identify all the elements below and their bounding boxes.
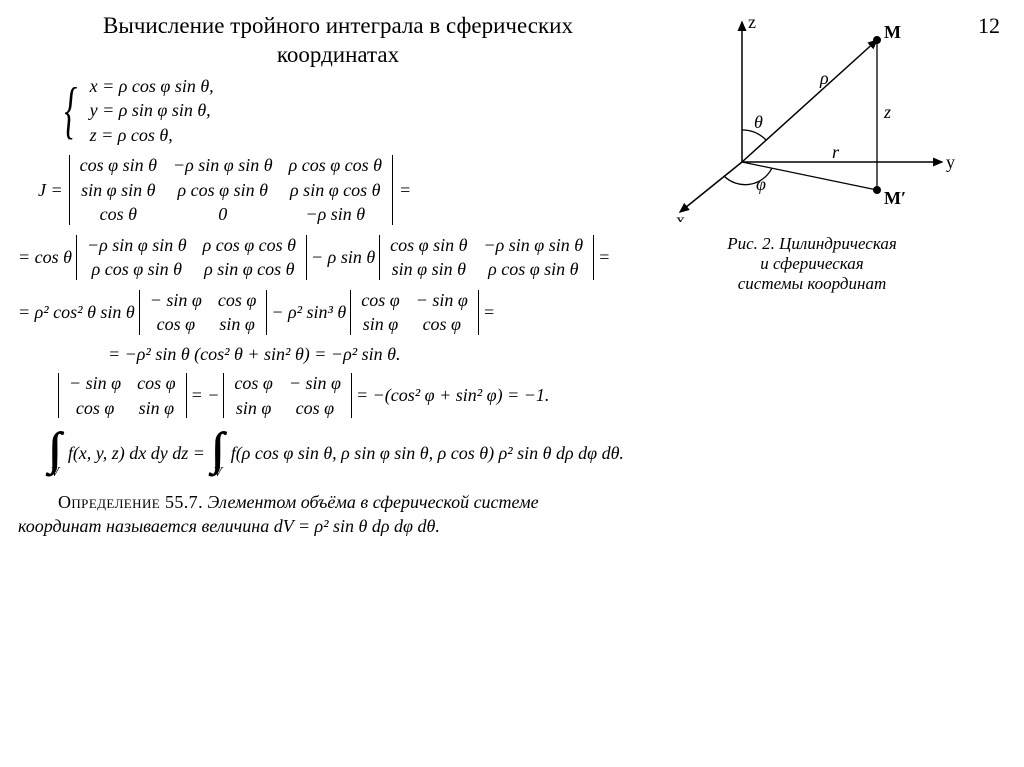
svg-text:ρ: ρ [819,68,829,88]
iiint-right: ∫∫∫ V [211,426,225,480]
svg-text:θ: θ [754,112,763,132]
figure-caption-3: системы координат [738,274,887,293]
definition-text-a: Элементом объёма в сферической системе [207,492,538,512]
svg-text:z: z [883,102,891,122]
eq-y: y = ρ sin φ sin θ, [90,99,214,122]
expansion-line-4: − sin φcos φ cos φsin φ = − cos φ− sin φ… [58,371,1006,420]
definition-block: Определение 55.7. Элементом объёма в сфе… [18,490,1006,539]
eq-x: x = ρ cos φ sin θ, [90,75,214,98]
jacobian-lead: J = [38,179,63,202]
iiint-left: ∫∫∫ V [48,426,62,480]
expansion-line-3: = −ρ² sin θ (cos² θ + sin² θ) = −ρ² sin … [108,343,1006,366]
definition-text-b: координат называется величина dV = ρ² si… [18,516,440,536]
svg-text:x: x [676,210,685,222]
eq-z: z = ρ cos θ, [90,124,214,147]
axis-z-label: z [748,12,756,32]
triple-integral-formula: ∫∫∫ V f(x, y, z) dx dy dz = ∫∫∫ V f(ρ co… [48,426,1006,480]
title-line-2: координатах [277,42,399,67]
svg-text:M′: M′ [884,188,906,208]
svg-text:M: M [884,22,901,42]
diagram-svg: z y x M M′ ρ θ φ r z [662,12,962,222]
jacobian-tail: = [399,179,411,202]
page-number: 12 [978,12,1000,40]
definition-label: Определение 55.7. [58,492,203,512]
figure-caption-1: Рис. 2. Цилиндрическая [727,234,897,253]
svg-text:y: y [946,152,955,172]
svg-text:φ: φ [756,174,766,194]
figure-caption-2: и сферическая [760,254,863,273]
expansion-line-2: = ρ² cos² θ sin θ − sin φcos φ cos φsin … [18,288,1006,337]
coordinate-diagram: z y x M M′ ρ θ φ r z Рис. 2. Цилиндричес… [662,12,962,295]
svg-text:r: r [832,142,840,162]
title-line-1: Вычисление тройного интеграла в сферичес… [103,13,573,38]
